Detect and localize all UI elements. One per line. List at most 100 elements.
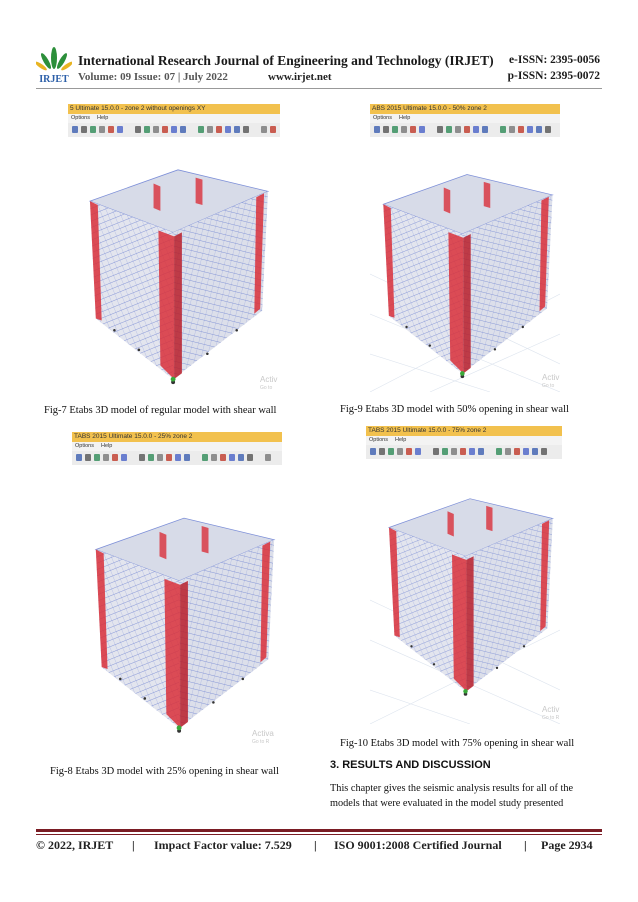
page-number: Page 2934 [541,838,593,852]
separator: | [314,838,317,852]
toolbar-icon[interactable] [469,448,475,455]
copyright: © 2022, IRJET [36,838,114,852]
toolbar-icon[interactable] [406,448,412,455]
separator: | [524,838,527,852]
logo-text: IRJET [39,74,69,85]
toolbar-icon[interactable] [139,454,145,461]
toolbar-icon[interactable] [379,448,385,455]
menu-bar: Options Help [72,442,282,451]
toolbar-icon[interactable] [135,126,141,133]
toolbar-icon[interactable] [446,126,452,133]
journal-title: International Research Journal of Engine… [78,53,494,68]
toolbar-icon[interactable] [238,454,244,461]
caption: Fig-10 Etabs 3D model with 75% opening i… [340,738,575,749]
toolbar-icon[interactable] [514,448,520,455]
toolbar-icon[interactable] [536,126,542,133]
toolbar-icon[interactable] [72,126,78,133]
paragraph-line: models that were evaluated in the model … [330,798,564,809]
toolbar-icon[interactable] [171,126,177,133]
toolbar-icon[interactable] [410,126,416,133]
toolbar-icon[interactable] [225,126,231,133]
figure: TABS 2015 Ultimate 15.0.0 - 75% zone 2 O… [366,426,562,726]
watermark: Activ Go to R [542,706,559,722]
e-issn: e-ISSN: 2395-0056 [508,54,600,66]
toolbar-icon[interactable] [76,454,82,461]
toolbar-icon[interactable] [157,454,163,461]
toolbar-icon[interactable] [85,454,91,461]
building-model [370,174,560,392]
toolbar-icon[interactable] [388,448,394,455]
toolbar-icon[interactable] [243,126,249,133]
toolbar-icon[interactable] [234,126,240,133]
toolbar-icon[interactable] [433,448,439,455]
toolbar-icon[interactable] [455,126,461,133]
toolbar-icon[interactable] [220,454,226,461]
toolbar-icon[interactable] [442,448,448,455]
toolbar-icon[interactable] [460,448,466,455]
toolbar-icon[interactable] [144,126,150,133]
toolbar-icon[interactable] [532,448,538,455]
toolbar-icon[interactable] [437,126,443,133]
toolbar-icon[interactable] [370,448,376,455]
toolbar-icon[interactable] [401,126,407,133]
toolbar-icon[interactable] [270,126,276,133]
toolbar-icon[interactable] [518,126,524,133]
toolbar-icon[interactable] [90,126,96,133]
toolbar-icon[interactable] [216,126,222,133]
toolbar-icon[interactable] [162,126,168,133]
toolbar-icon[interactable] [500,126,506,133]
toolbar-icon[interactable] [473,126,479,133]
volume-issue: Volume: 09 Issue: 07 | July 2022 [78,71,228,83]
figure: ABS 2015 Ultimate 15.0.0 - 50% zone 2 Op… [370,104,560,394]
toolbar-icon[interactable] [198,126,204,133]
toolbar-icon[interactable] [419,126,425,133]
toolbar-icon[interactable] [374,126,380,133]
toolbar-icon[interactable] [94,454,100,461]
toolbar-icon[interactable] [541,448,547,455]
toolbar-icon[interactable] [117,126,123,133]
toolbar-icon[interactable] [202,454,208,461]
menu-bar: Options Help [366,436,562,445]
toolbar-icon[interactable] [180,126,186,133]
window-title: TABS 2015 Ultimate 15.0.0 - 75% zone 2 [366,426,562,436]
toolbar-icon[interactable] [99,126,105,133]
toolbar-icon[interactable] [505,448,511,455]
toolbar-icon[interactable] [545,126,551,133]
toolbar-icon[interactable] [153,126,159,133]
toolbar-icon[interactable] [247,454,253,461]
toolbar-icon[interactable] [397,448,403,455]
toolbar-icon[interactable] [108,126,114,133]
toolbar-icon[interactable] [509,126,515,133]
menu-item: Options [373,115,392,121]
watermark-text: Go to R [252,739,270,745]
toolbar-icon[interactable] [81,126,87,133]
toolbar-icon[interactable] [148,454,154,461]
toolbar-icon[interactable] [482,126,488,133]
toolbar-icon[interactable] [261,126,267,133]
toolbar-icon[interactable] [112,454,118,461]
toolbar-icon[interactable] [496,448,502,455]
toolbar-icon[interactable] [166,454,172,461]
toolbar-icon[interactable] [265,454,271,461]
toolbar-icon[interactable] [383,126,389,133]
toolbar-icon[interactable] [229,454,235,461]
toolbar-icon[interactable] [121,454,127,461]
toolbar-icon[interactable] [478,448,484,455]
toolbar-icon[interactable] [415,448,421,455]
watermark-text: Go to R [542,715,560,721]
toolbar-icon[interactable] [103,454,109,461]
toolbar-icon[interactable] [464,126,470,133]
toolbar-icon[interactable] [211,454,217,461]
toolbar-icon[interactable] [451,448,457,455]
footer-rule [36,834,602,835]
toolbar-icon[interactable] [175,454,181,461]
toolbar-icon[interactable] [523,448,529,455]
toolbar-icon[interactable] [184,454,190,461]
toolbar-icon[interactable] [527,126,533,133]
watermark-text: Activa [252,729,274,738]
toolbar-icon[interactable] [207,126,213,133]
p-issn: p-ISSN: 2395-0072 [507,70,600,82]
section-heading: 3. RESULTS AND DISCUSSION [330,759,491,771]
toolbar-icon[interactable] [392,126,398,133]
